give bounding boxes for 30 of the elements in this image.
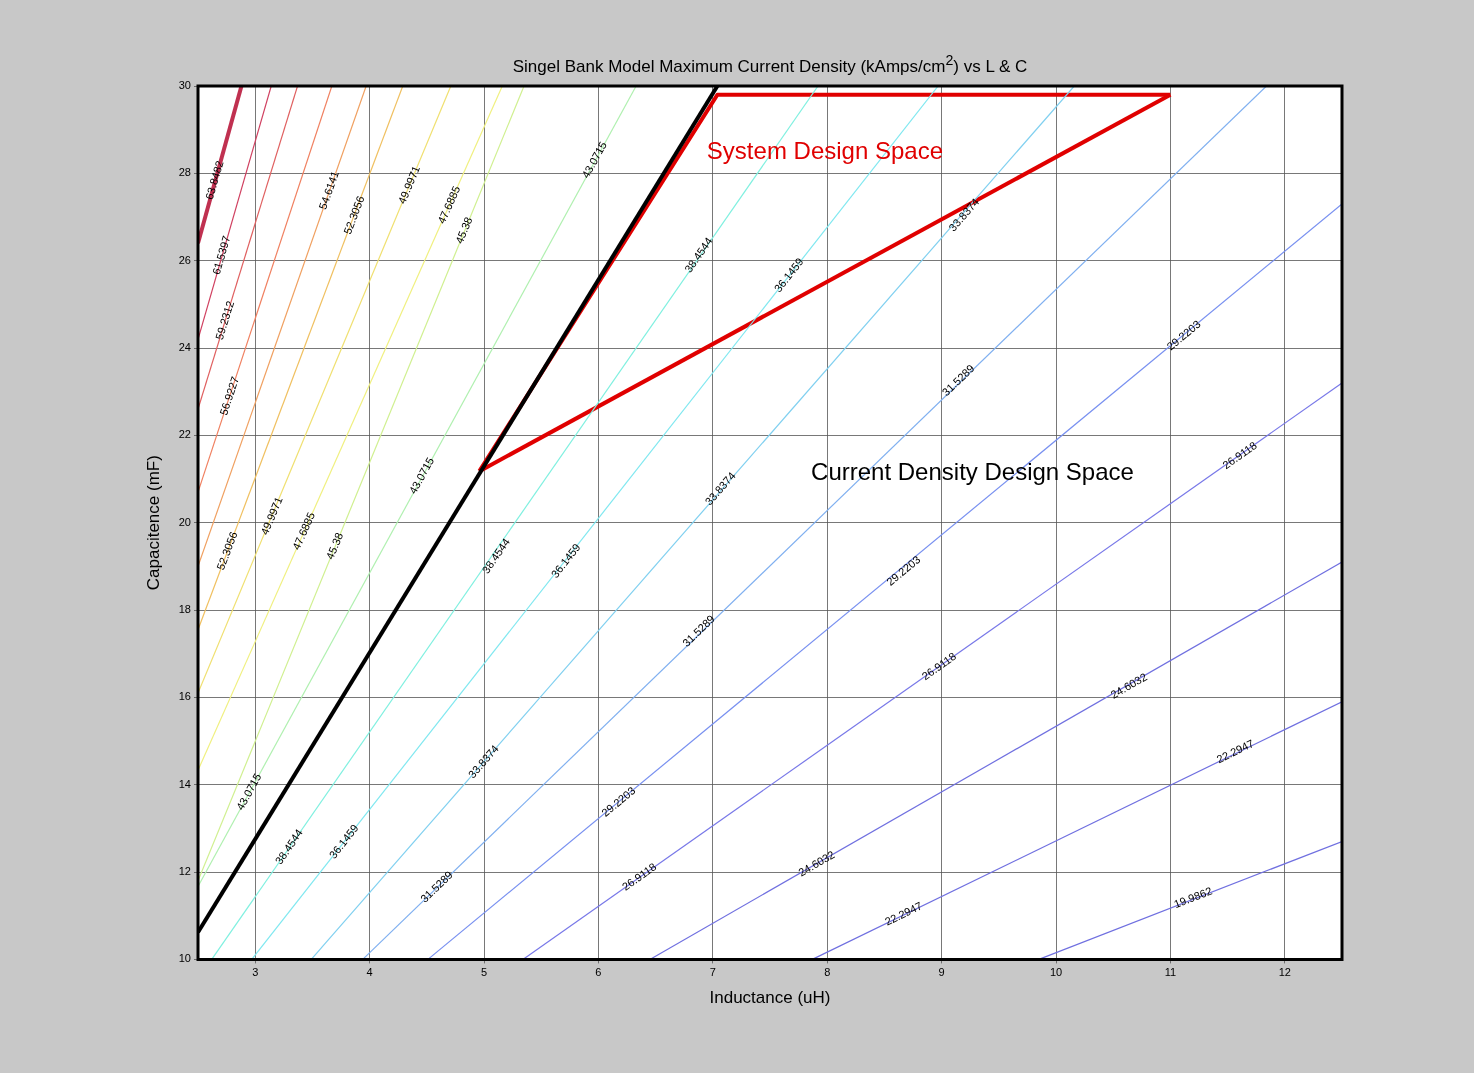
x-tick-label: 11 xyxy=(1164,966,1177,979)
annotation: 61.5397 xyxy=(209,234,233,276)
x-tick-label: 8 xyxy=(824,966,831,979)
y-tick-label: 18 xyxy=(178,603,191,616)
y-tick-label: 10 xyxy=(178,952,191,965)
annotation: 63.8482 xyxy=(202,159,226,201)
y-tick-label: 24 xyxy=(178,341,191,354)
series-label: System Design Space xyxy=(706,137,943,165)
x-tick-label: 4 xyxy=(366,966,373,979)
y-tick-label: 14 xyxy=(178,777,191,790)
y-tick-label: 28 xyxy=(178,166,191,179)
x-tick-label: 3 xyxy=(252,966,259,979)
x-tick-label: 9 xyxy=(938,966,945,979)
annotation: 45.38 xyxy=(323,530,346,561)
x-axis-title: Inductance (uH) xyxy=(709,988,831,1008)
chart-title: Singel Bank Model Maximum Current Density (kAmps/cm$^{2}$) vs L & C xyxy=(511,52,1029,77)
x-tick-label: 6 xyxy=(595,966,602,979)
y-tick-label: 26 xyxy=(178,253,191,266)
annotation: Current Density Design Space xyxy=(811,458,1134,486)
x-tick-label: 10 xyxy=(1049,966,1063,979)
annotation: 56.9227 xyxy=(217,374,242,417)
y-tick-label: 22 xyxy=(178,428,191,441)
y-tick-label: 20 xyxy=(178,515,191,528)
y-axis-title: Capacitence (mF) xyxy=(143,455,163,591)
x-tick-label: 7 xyxy=(709,966,716,979)
x-tick-label: 12 xyxy=(1278,966,1291,979)
y-tick-label: 12 xyxy=(178,865,191,878)
y-tick-label: 30 xyxy=(178,79,191,92)
x-tick-label: 5 xyxy=(480,966,488,979)
y-tick-label: 16 xyxy=(178,690,191,703)
